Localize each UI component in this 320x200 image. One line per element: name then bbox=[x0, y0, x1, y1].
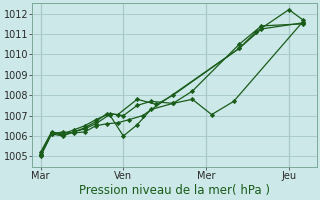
X-axis label: Pression niveau de la mer( hPa ): Pression niveau de la mer( hPa ) bbox=[79, 184, 270, 197]
